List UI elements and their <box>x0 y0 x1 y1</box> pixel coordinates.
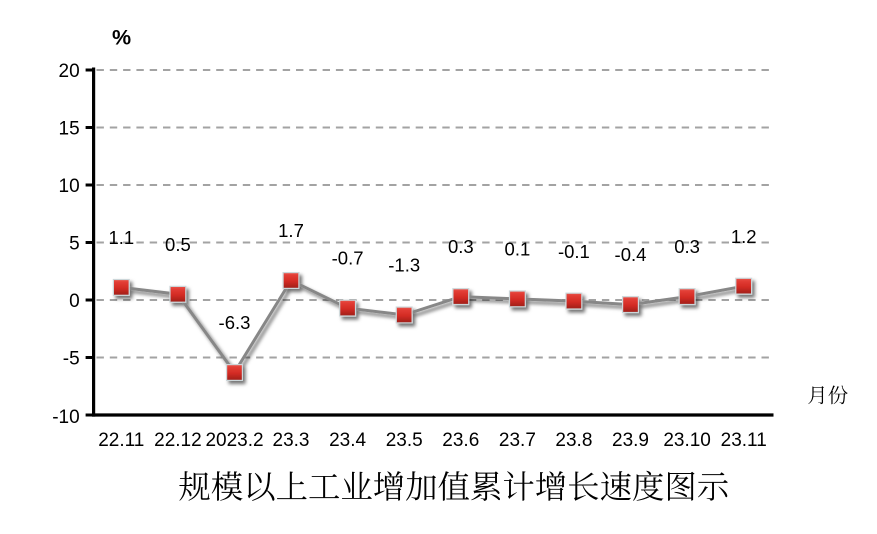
svg-text:23.3: 23.3 <box>273 430 310 451</box>
svg-text:-1.3: -1.3 <box>388 255 420 276</box>
svg-text:-0.7: -0.7 <box>332 248 364 269</box>
svg-text:1.1: 1.1 <box>108 227 134 248</box>
svg-text:23.6: 23.6 <box>442 430 479 451</box>
svg-text:10: 10 <box>59 176 80 197</box>
svg-text:-5: -5 <box>63 348 80 369</box>
svg-text:-6.3: -6.3 <box>219 312 251 333</box>
svg-text:23.7: 23.7 <box>499 430 536 451</box>
svg-text:22.12: 22.12 <box>154 430 202 451</box>
svg-text:23.11: 23.11 <box>721 430 767 451</box>
svg-text:%: % <box>112 25 131 49</box>
svg-text:0.3: 0.3 <box>448 236 474 257</box>
svg-text:22.11: 22.11 <box>98 430 144 451</box>
svg-text:23.5: 23.5 <box>386 430 423 451</box>
svg-text:23.8: 23.8 <box>555 430 592 451</box>
svg-text:15: 15 <box>59 118 80 139</box>
svg-text:0.3: 0.3 <box>674 236 700 257</box>
svg-text:2023.2: 2023.2 <box>205 430 263 451</box>
svg-text:-10: -10 <box>52 407 79 428</box>
svg-text:5: 5 <box>69 233 80 254</box>
svg-text:1.2: 1.2 <box>731 226 757 247</box>
svg-text:0: 0 <box>69 291 80 312</box>
svg-text:23.9: 23.9 <box>612 430 649 451</box>
svg-text:23.10: 23.10 <box>663 430 711 451</box>
svg-text:1.7: 1.7 <box>278 220 304 241</box>
svg-text:20: 20 <box>59 61 80 82</box>
svg-text:-0.1: -0.1 <box>558 241 590 262</box>
svg-text:0.1: 0.1 <box>505 239 531 260</box>
svg-text:-0.4: -0.4 <box>615 244 647 265</box>
svg-text:0.5: 0.5 <box>165 234 191 255</box>
svg-text:23.4: 23.4 <box>329 430 366 451</box>
